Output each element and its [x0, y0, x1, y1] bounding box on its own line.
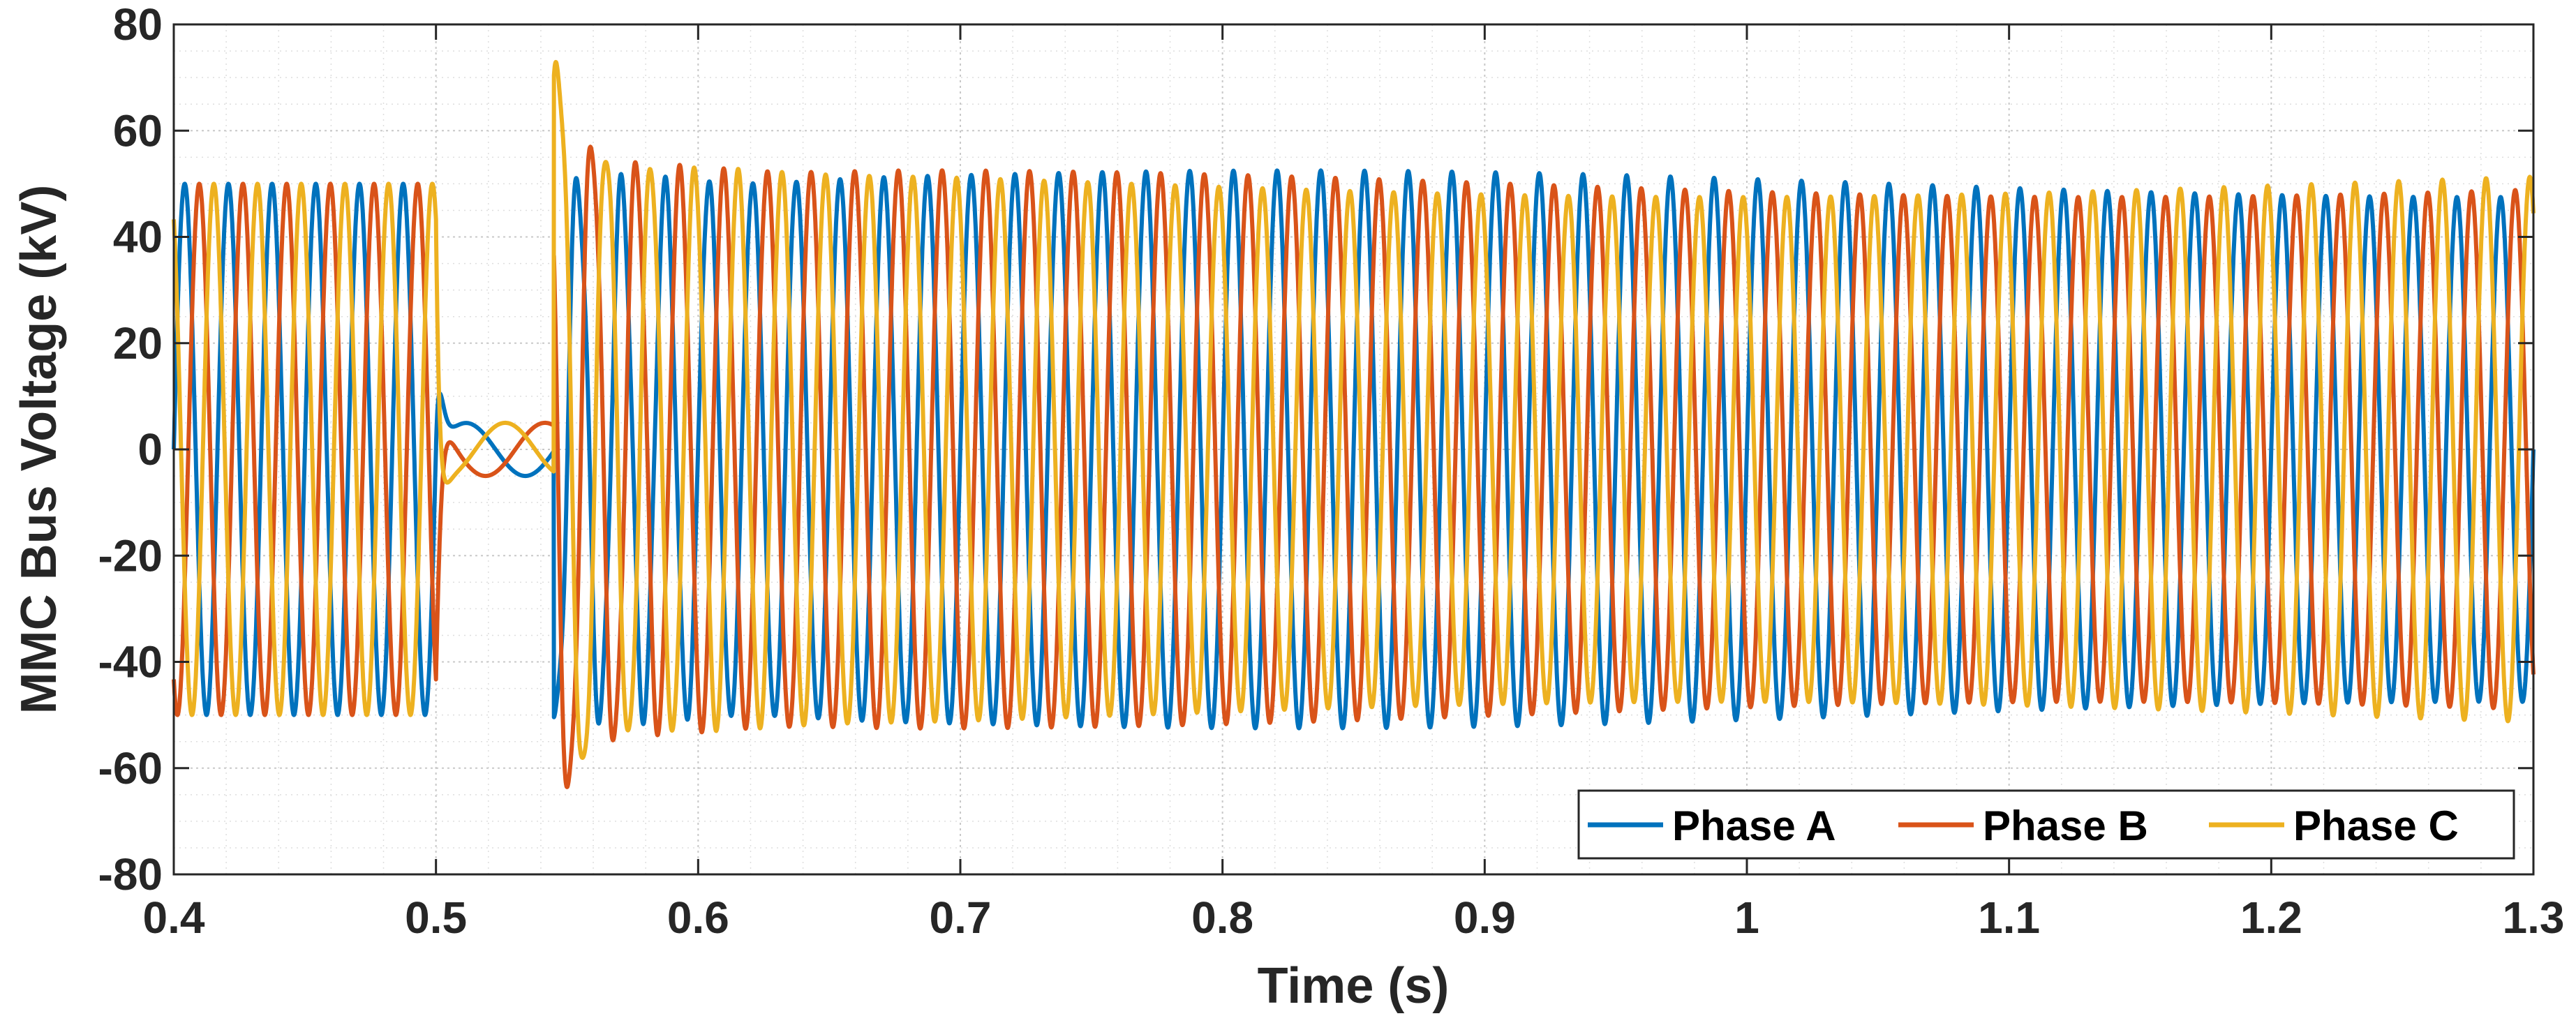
x-tick-label: 0.4 [143, 893, 205, 943]
x-tick-label: 1.2 [2240, 893, 2302, 943]
legend-label-phase-b: Phase B [1983, 802, 2148, 849]
x-tick-label: 0.8 [1191, 893, 1253, 943]
legend: Phase A Phase B Phase C [1577, 789, 2515, 860]
y-tick-label: -40 [98, 637, 163, 687]
y-tick-labels: 80 60 40 20 0 -20 -40 -60 -80 [98, 0, 163, 899]
x-tick-label: 0.5 [405, 893, 467, 943]
y-tick-label: 40 [113, 212, 163, 262]
x-tick-label: 1.1 [1978, 893, 2040, 943]
y-tick-label: -60 [98, 743, 163, 793]
series-line-phase-b [172, 144, 2536, 789]
y-tick-label: 0 [137, 424, 163, 475]
x-tick-label: 1 [1734, 893, 1759, 943]
ticks-layer [172, 23, 2535, 876]
y-tick-label: -80 [98, 849, 163, 899]
x-tick-label: 1.3 [2503, 893, 2565, 943]
x-tick-label: 0.6 [667, 893, 729, 943]
y-tick-label: -20 [98, 530, 163, 581]
y-tick-label: 20 [113, 318, 163, 368]
series-line-phase-a [172, 168, 2536, 731]
x-tick-label: 0.7 [930, 893, 992, 943]
x-tick-labels: 0.4 0.5 0.6 0.7 0.8 0.9 1 1.1 1.2 1.3 [143, 893, 2565, 943]
x-axis-title: Time (s) [1258, 958, 1450, 1014]
legend-label-phase-a: Phase A [1672, 802, 1836, 849]
series-layer [172, 59, 2536, 789]
y-axis-title: MMC Bus Voltage (kV) [11, 185, 67, 715]
series-line-phase-c [172, 59, 2536, 760]
x-tick-label: 0.9 [1454, 893, 1516, 943]
legend-box [1577, 789, 2515, 860]
legend-label-phase-c: Phase C [2293, 802, 2459, 849]
y-tick-label: 80 [113, 0, 163, 50]
y-tick-label: 60 [113, 105, 163, 156]
